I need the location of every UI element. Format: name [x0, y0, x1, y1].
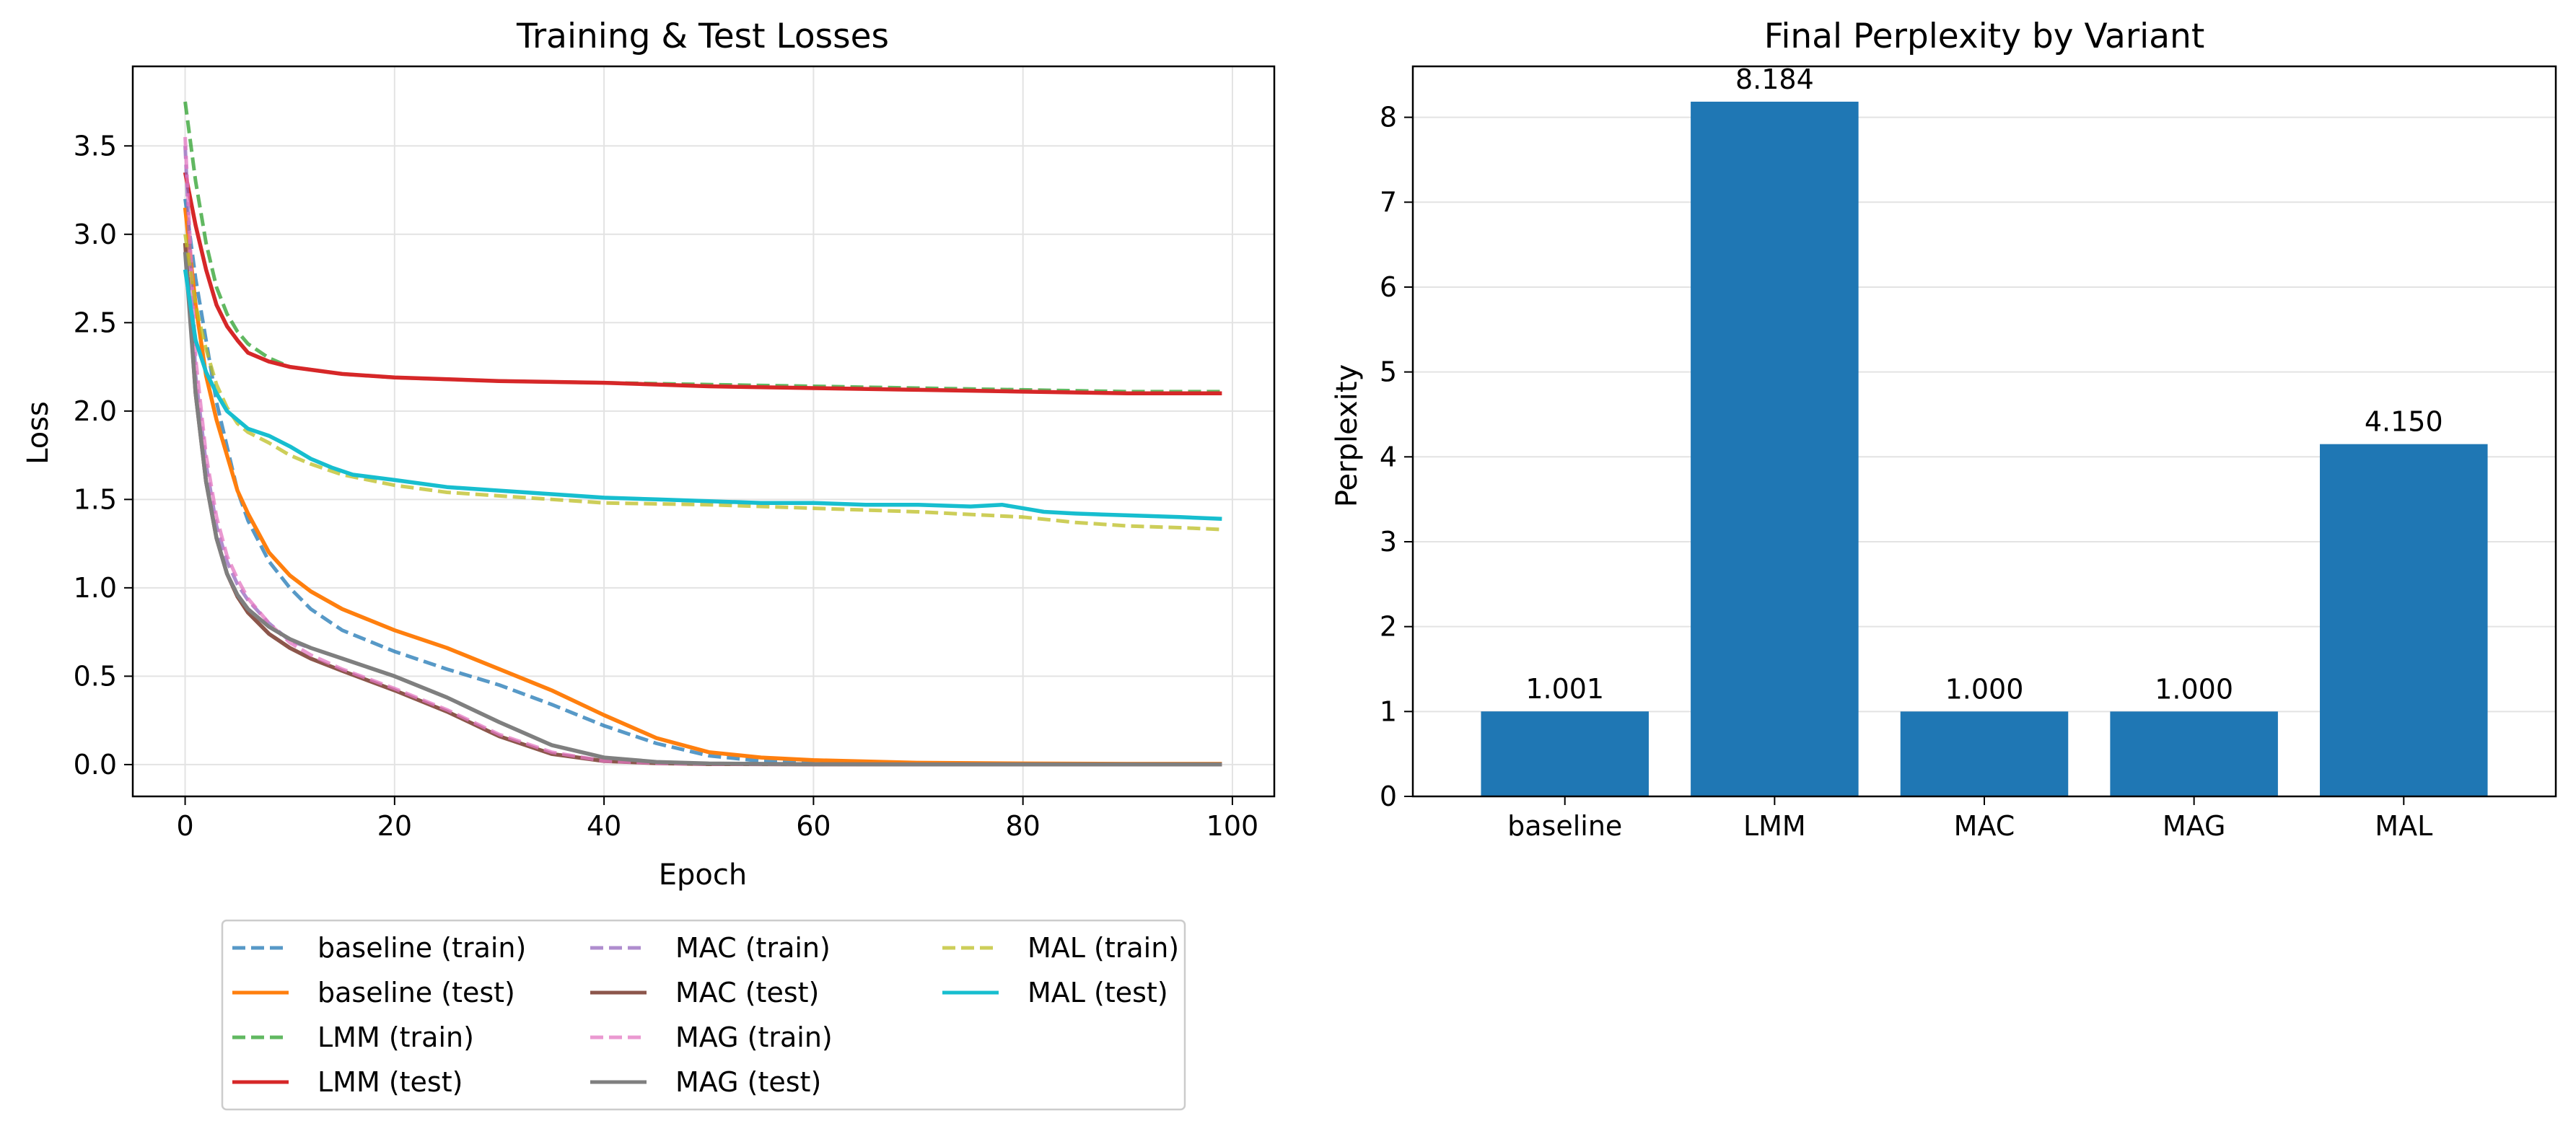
- y-tick-label: 1.5: [74, 483, 117, 515]
- y-tick-label: 4: [1380, 441, 1397, 472]
- legend-label: MAL (train): [1028, 932, 1179, 964]
- y-tick-label: 3: [1380, 526, 1397, 558]
- legend-label: MAL (test): [1028, 977, 1168, 1008]
- legend-label: LMM (test): [317, 1066, 463, 1098]
- y-tick-label: 3.5: [74, 130, 117, 162]
- y-tick-label: 7: [1380, 186, 1397, 218]
- y-tick-label: 6: [1380, 271, 1397, 303]
- bar-value-label: 1.001: [1525, 673, 1604, 705]
- y-tick-label: 2.5: [74, 307, 117, 338]
- perplexity-chart-ticks: 0 1 2 3 4 5 6 7 8 baseline LMM MAC MAG MAL: [1380, 102, 2432, 842]
- series-line-mal-train: [183, 234, 1222, 532]
- x-tick-label: 80: [1005, 810, 1040, 842]
- y-tick-label: 0.0: [74, 749, 117, 781]
- legend-label: MAC (test): [675, 977, 819, 1008]
- y-tick-label: 0: [1380, 781, 1397, 812]
- bar-value-label: 4.150: [2365, 406, 2443, 438]
- bar-mal: [2320, 444, 2488, 796]
- loss-chart-frame: [131, 65, 1276, 798]
- series-line-mag-test: [183, 252, 1222, 767]
- perplexity-chart-bars: 1.001 8.184 1.000 1.000 4.150: [1481, 63, 2488, 796]
- loss-chart-legend: baseline (train) baseline (test) LMM (trai…: [221, 919, 1186, 1111]
- legend-label: baseline (test): [317, 977, 515, 1008]
- y-tick-label: 5: [1380, 356, 1397, 388]
- legend-label: baseline (train): [317, 932, 526, 964]
- bar-value-label: 1.000: [2155, 673, 2233, 705]
- legend-items: baseline (train) baseline (test) LMM (trai…: [232, 932, 1179, 1098]
- legend-label: MAG (train): [675, 1021, 833, 1053]
- series-line-lmm-test: [183, 172, 1222, 396]
- perplexity-chart-y-axis-label: Perplexity: [1331, 364, 1364, 507]
- bar-mac: [1900, 711, 2069, 796]
- bar-mag: [2110, 711, 2278, 796]
- x-tick-label: MAG: [2163, 810, 2226, 842]
- x-tick-label: MAC: [1954, 810, 2015, 842]
- x-tick-label: 60: [796, 810, 831, 842]
- y-tick-label: 8: [1380, 102, 1397, 133]
- x-tick-label: 20: [377, 810, 412, 842]
- x-tick-label: LMM: [1743, 810, 1806, 842]
- y-tick-label: 2: [1380, 611, 1397, 643]
- x-tick-label: MAL: [2375, 810, 2432, 842]
- loss-chart-panel: 0 20 40 60 80 100 0.0 0.5 1.0 1.5 2.0 2.5 3.0 3.5 Tra…: [22, 17, 1276, 892]
- perplexity-chart-title: Final Perplexity by Variant: [1764, 17, 2205, 56]
- loss-chart-x-axis-label: Epoch: [659, 858, 747, 892]
- y-tick-label: 1: [1380, 695, 1397, 727]
- legend-frame: [221, 919, 1186, 1111]
- y-tick-label: 1.0: [74, 572, 117, 604]
- legend-label: MAC (train): [675, 932, 831, 964]
- bar-value-label: 1.000: [1945, 673, 2024, 705]
- loss-chart-series: [183, 101, 1222, 767]
- x-tick-label: 100: [1206, 810, 1259, 842]
- series-line-baseline-test: [183, 207, 1222, 766]
- bar-value-label: 8.184: [1735, 63, 1814, 95]
- loss-chart-title: Training & Test Losses: [516, 17, 889, 56]
- x-tick-label: 0: [176, 810, 193, 842]
- perplexity-chart-panel: 1.001 8.184 1.000 1.000 4.150 0 1 2 3 4 5 6 7 8 basel…: [1331, 17, 2557, 842]
- loss-chart-ticks: 0 20 40 60 80 100 0.0 0.5 1.0 1.5 2.0 2.5 3.0 3.5: [74, 130, 1259, 842]
- loss-chart-y-axis-label: Loss: [22, 401, 55, 465]
- bar-baseline: [1481, 711, 1649, 796]
- y-tick-label: 0.5: [74, 660, 117, 692]
- bar-lmm: [1691, 101, 1859, 796]
- x-tick-label: baseline: [1507, 810, 1622, 842]
- legend-label: MAG (test): [675, 1066, 821, 1098]
- y-tick-label: 3.0: [74, 219, 117, 250]
- legend-label: LMM (train): [317, 1021, 474, 1053]
- x-tick-label: 40: [587, 810, 621, 842]
- series-line-mal-test: [183, 269, 1222, 522]
- y-tick-label: 2.0: [74, 395, 117, 427]
